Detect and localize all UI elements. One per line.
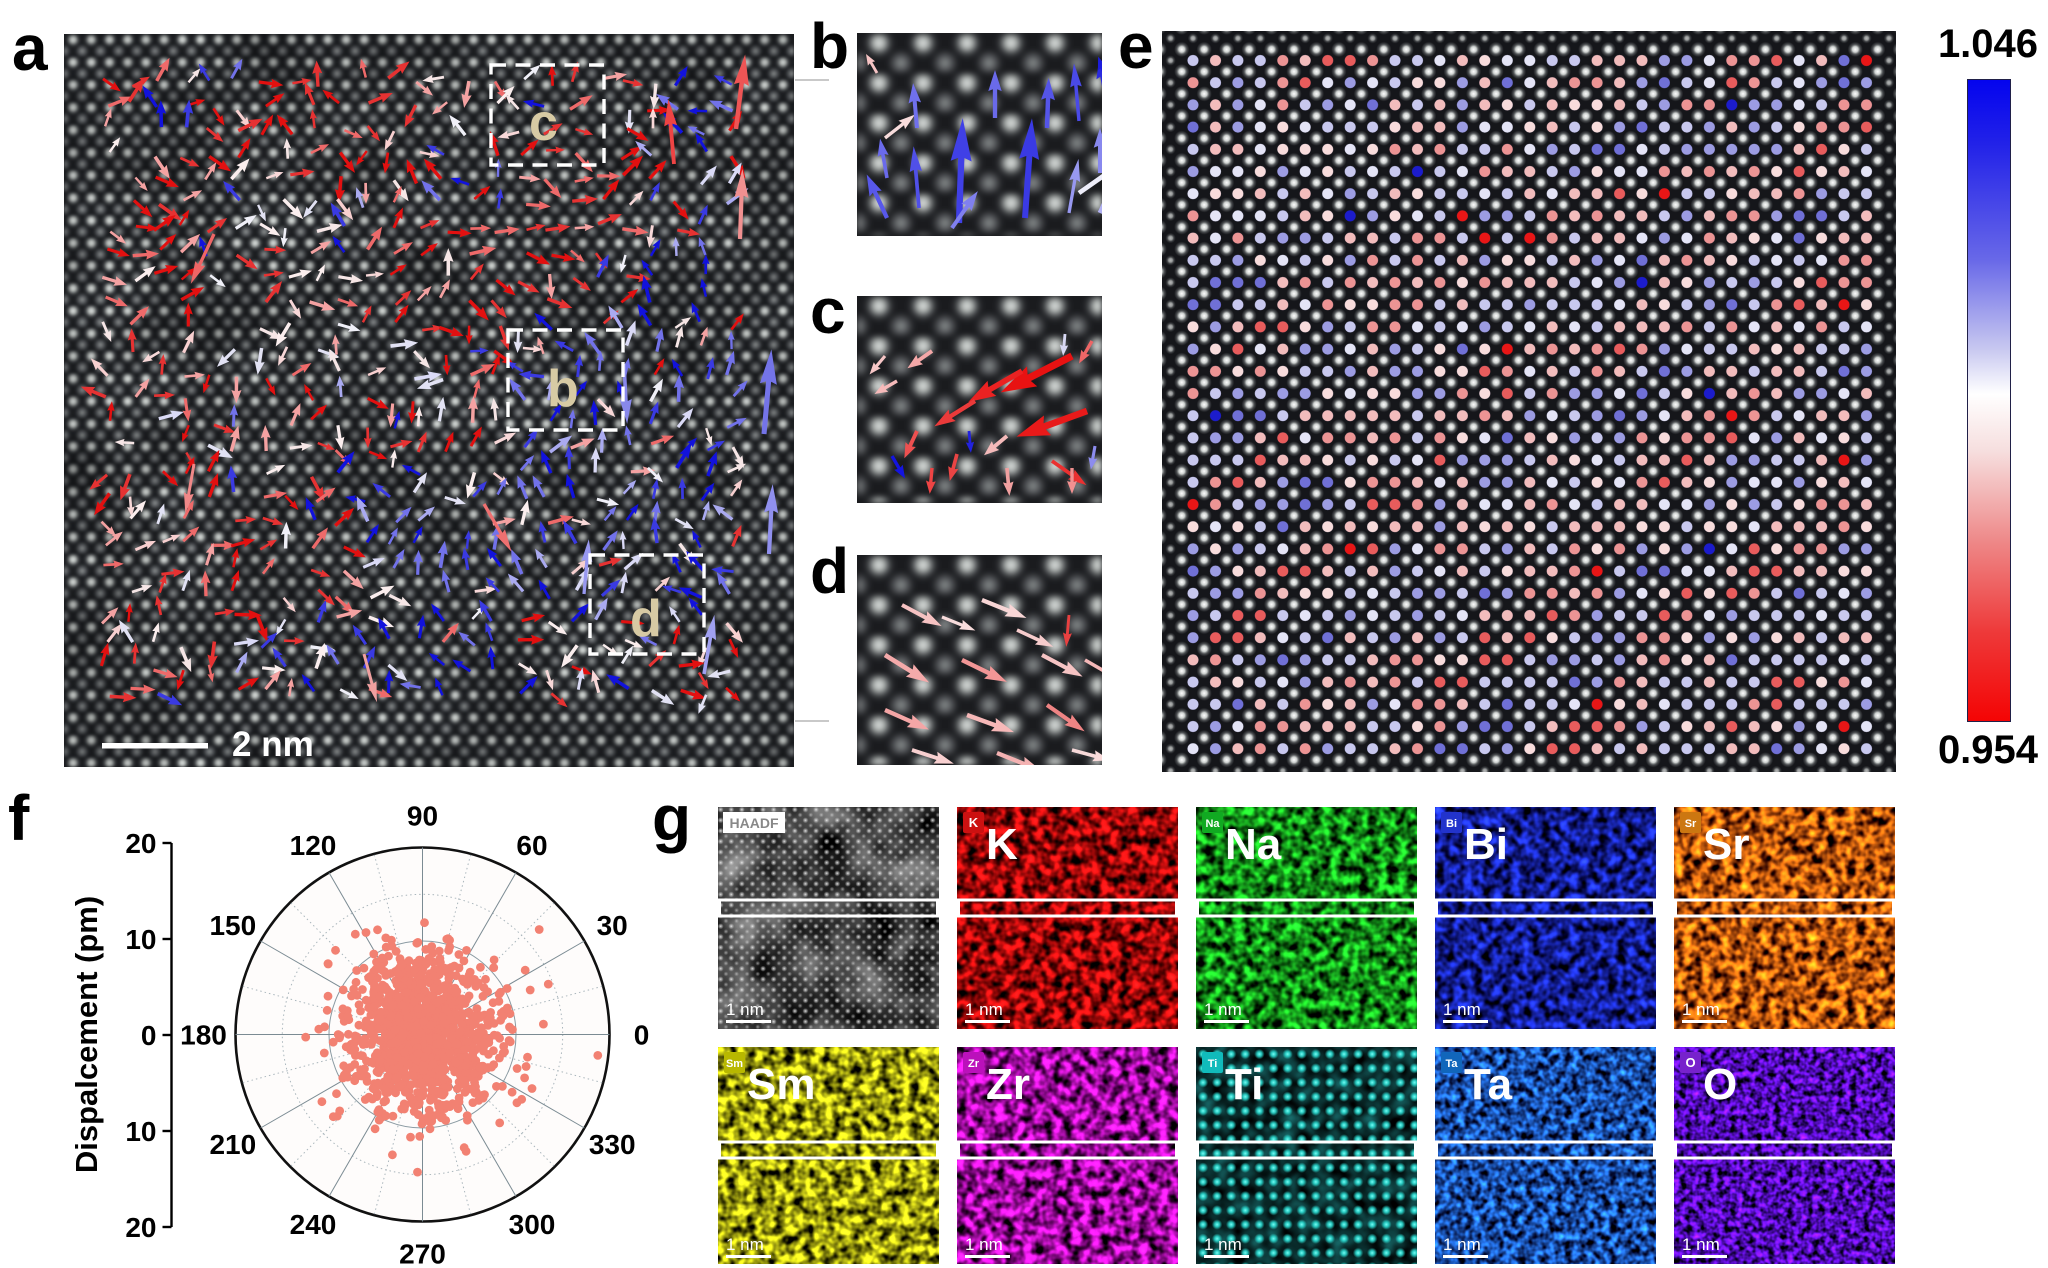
svg-text:1 nm: 1 nm	[726, 1235, 764, 1254]
svg-text:Dispalcement (pm): Dispalcement (pm)	[69, 896, 104, 1173]
svg-text:1 nm: 1 nm	[1204, 1000, 1242, 1019]
svg-text:180: 180	[180, 1020, 227, 1051]
svg-text:b: b	[547, 360, 579, 418]
svg-text:300: 300	[509, 1209, 556, 1240]
svg-text:150: 150	[209, 910, 256, 941]
svg-text:20: 20	[125, 828, 156, 859]
svg-text:10: 10	[125, 924, 156, 955]
svg-text:Ta: Ta	[1464, 1060, 1513, 1109]
svg-text:Sm: Sm	[747, 1060, 815, 1109]
svg-text:c: c	[529, 94, 558, 152]
svg-text:Sr: Sr	[1685, 818, 1697, 830]
svg-text:Sr: Sr	[1703, 820, 1749, 869]
svg-text:K: K	[969, 815, 979, 830]
svg-text:0: 0	[634, 1020, 650, 1051]
svg-text:Ti: Ti	[1225, 1060, 1263, 1109]
svg-text:Bi: Bi	[1464, 820, 1508, 869]
svg-text:Bi: Bi	[1446, 818, 1457, 830]
svg-text:Zr: Zr	[986, 1060, 1030, 1109]
svg-text:90: 90	[407, 801, 438, 832]
svg-text:30: 30	[597, 910, 628, 941]
svg-text:1 nm: 1 nm	[965, 1000, 1003, 1019]
svg-text:d: d	[630, 590, 662, 648]
svg-text:Ta: Ta	[1445, 1058, 1458, 1070]
svg-text:O: O	[1685, 1055, 1695, 1070]
svg-text:Zr: Zr	[968, 1058, 980, 1070]
svg-text:O: O	[1703, 1060, 1737, 1109]
svg-text:2 nm: 2 nm	[232, 725, 314, 764]
svg-text:10: 10	[125, 1116, 156, 1147]
svg-text:1 nm: 1 nm	[1204, 1235, 1242, 1254]
svg-text:Na: Na	[1205, 818, 1220, 830]
svg-text:1 nm: 1 nm	[1682, 1235, 1720, 1254]
svg-text:1 nm: 1 nm	[1682, 1000, 1720, 1019]
svg-text:1 nm: 1 nm	[726, 1000, 764, 1019]
svg-text:240: 240	[290, 1209, 337, 1240]
svg-text:60: 60	[516, 830, 547, 861]
svg-text:HAADF: HAADF	[730, 815, 779, 831]
svg-text:1 nm: 1 nm	[1443, 1000, 1481, 1019]
svg-text:1 nm: 1 nm	[1443, 1235, 1481, 1254]
svg-text:330: 330	[589, 1129, 636, 1160]
svg-text:K: K	[986, 820, 1018, 869]
svg-text:20: 20	[125, 1212, 156, 1243]
svg-text:120: 120	[290, 830, 337, 861]
svg-text:Sm: Sm	[726, 1058, 743, 1070]
svg-text:210: 210	[209, 1129, 256, 1160]
svg-text:1 nm: 1 nm	[965, 1235, 1003, 1254]
svg-text:0: 0	[141, 1020, 157, 1051]
svg-text:Ti: Ti	[1208, 1058, 1218, 1070]
svg-text:270: 270	[399, 1239, 446, 1268]
svg-text:Na: Na	[1225, 820, 1282, 869]
